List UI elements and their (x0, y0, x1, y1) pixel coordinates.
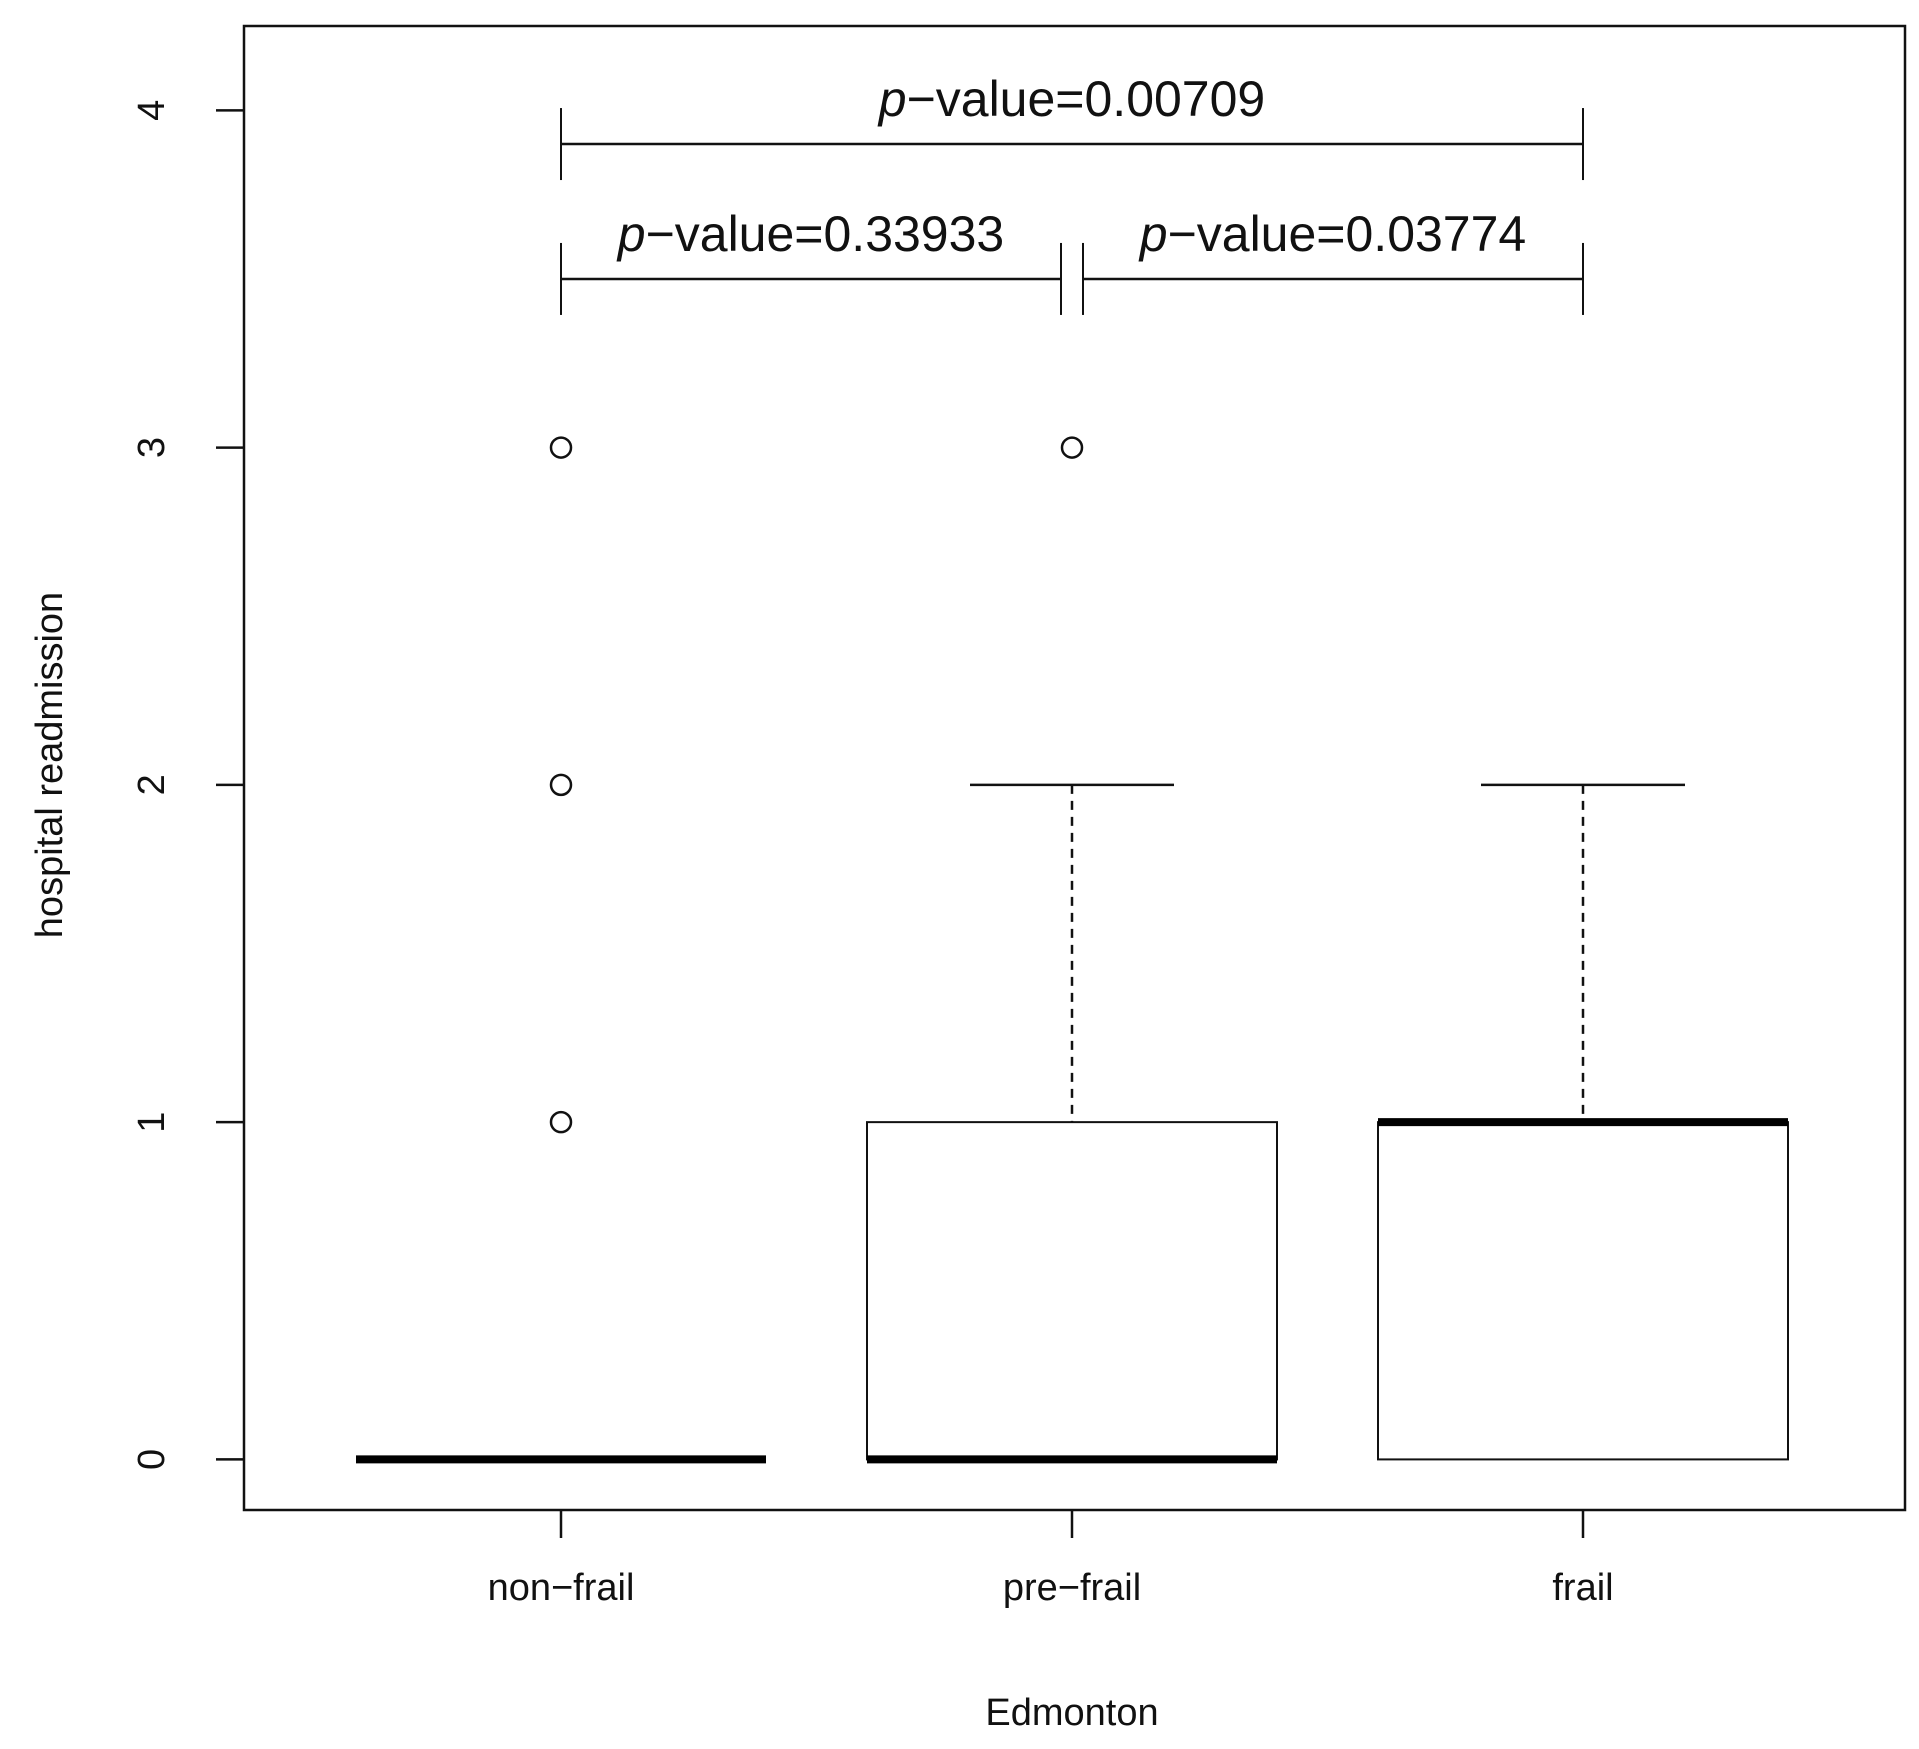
p-value-label: p−value=0.00709 (877, 71, 1265, 127)
x-tick-label: frail (1552, 1567, 1613, 1609)
y-tick-label: 2 (131, 774, 173, 795)
plot-frame (242, 24, 1907, 1512)
x-axis-title: Edmonton (985, 1692, 1158, 1734)
outlier-point (549, 773, 573, 797)
y-tick-label: 1 (131, 1112, 173, 1133)
plot-area: 0 1 2 3 4 non−frail pre−frail frail p−value=0.33… (131, 24, 1907, 1609)
p-value-label: p−value=0.33933 (616, 206, 1004, 262)
p-value-label: p−value=0.03774 (1138, 206, 1526, 262)
x-tick-label: non−frail (488, 1567, 635, 1609)
outlier-point (549, 1110, 573, 1134)
x-tick-label: pre−frail (1003, 1567, 1141, 1609)
box (1377, 1121, 1789, 1461)
y-tick-label: 3 (131, 437, 173, 458)
outlier-point (549, 436, 573, 459)
box (866, 1121, 1278, 1461)
outlier-point (1060, 436, 1084, 459)
y-tick-label: 4 (131, 100, 173, 121)
y-tick-label: 0 (131, 1449, 173, 1470)
y-axis-title: hospital readmission (29, 592, 71, 938)
